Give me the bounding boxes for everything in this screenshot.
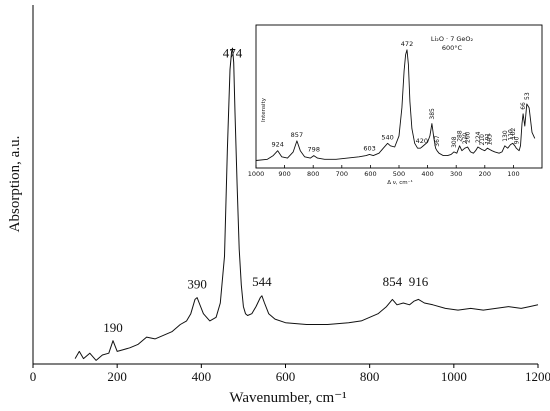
inset-peak-label: 472 [401,40,413,48]
inset-peak-label: 90 [513,136,520,144]
inset-x-tick-label: 300 [450,170,462,178]
main-series-line [74,47,539,361]
inset-peak-label: 924 [272,141,284,149]
main-x-ticks: 0 200 400 600 800 1000 1200 [30,364,550,384]
inset-series-line [255,49,536,161]
inset-peak-label: 385 [429,108,436,120]
inset-peak-label: 53 [524,92,531,100]
inset-peak-label: 798 [308,146,320,154]
inset-x-tick-label: 900 [278,170,290,178]
inset-x-ticks: 1000 900 800 700 600 500 400 300 200 100 [248,165,520,178]
inset-peak-label: 210 [479,134,486,146]
inset-title: Li₂O · 7 GeO₂ [431,35,474,43]
inset-y-axis-label: Intensity [261,97,267,122]
inset-x-tick-label: 1000 [248,170,265,178]
inset-peak-label: 603 [363,144,375,152]
inset-frame [255,24,543,169]
main-x-tick-label: 200 [107,369,127,384]
inset-peak-label: 130 [502,130,509,142]
inset-x-tick-label: 100 [507,170,519,178]
main-plot-area [74,47,539,361]
inset-x-tick-label: 600 [364,170,376,178]
inset-peak-label: 102 [510,128,517,140]
inset-peak-label: 420 [416,137,428,145]
inset-plot-area [255,49,536,161]
inset-chart: 1000 900 800 700 600 500 400 300 200 100 924 857 79… [248,24,543,186]
inset-peak-label: 191 [484,133,491,145]
main-x-tick-label: 1000 [441,369,467,384]
main-peak-label: 544 [252,274,272,289]
inset-x-tick-label: 400 [421,170,433,178]
inset-peak-label: 540 [381,133,393,141]
main-x-tick-label: 600 [276,369,296,384]
main-x-tick-label: 800 [360,369,380,384]
main-x-tick-label: 0 [30,369,37,384]
main-x-axis-label: Wavenumber, cm⁻¹ [229,390,346,406]
main-peak-labels: 190 390 474 544 854 916 [103,45,429,335]
main-peak-label: 474 [223,45,243,60]
inset-peak-label: 110 [508,129,515,141]
inset-x-tick-label: 500 [393,170,405,178]
main-peak-label: 916 [409,274,429,289]
inset-subtitle: 600°C [442,44,463,52]
inset-peak-label: 224 [475,131,482,143]
inset-peak-label: 857 [291,131,303,139]
inset-x-tick-label: 700 [336,170,348,178]
inset-x-tick-label: 200 [479,170,491,178]
inset-peak-label: 367 [434,135,441,147]
main-x-tick-label: 400 [192,369,212,384]
main-x-tick-label: 1200 [525,369,550,384]
main-y-axis-label: Absorption, a.u. [7,136,23,233]
inset-peak-label: 308 [451,136,458,148]
main-peak-label: 190 [103,320,123,335]
main-peak-label: 854 [383,274,403,289]
inset-x-tick-label: 800 [307,170,319,178]
inset-peak-label: 260 [465,131,472,143]
main-chart: 0 200 400 600 800 1000 1200 190 390 474 544 854 916… [7,5,550,406]
inset-peak-label: 183 [487,134,494,146]
inset-peak-label: 288 [457,130,464,142]
inset-peak-label: 66 [520,102,527,110]
inset-x-axis-label: Δ ν, cm⁻¹ [387,179,413,186]
main-peak-label: 390 [187,277,207,292]
inset-peak-label: 270 [462,133,469,145]
